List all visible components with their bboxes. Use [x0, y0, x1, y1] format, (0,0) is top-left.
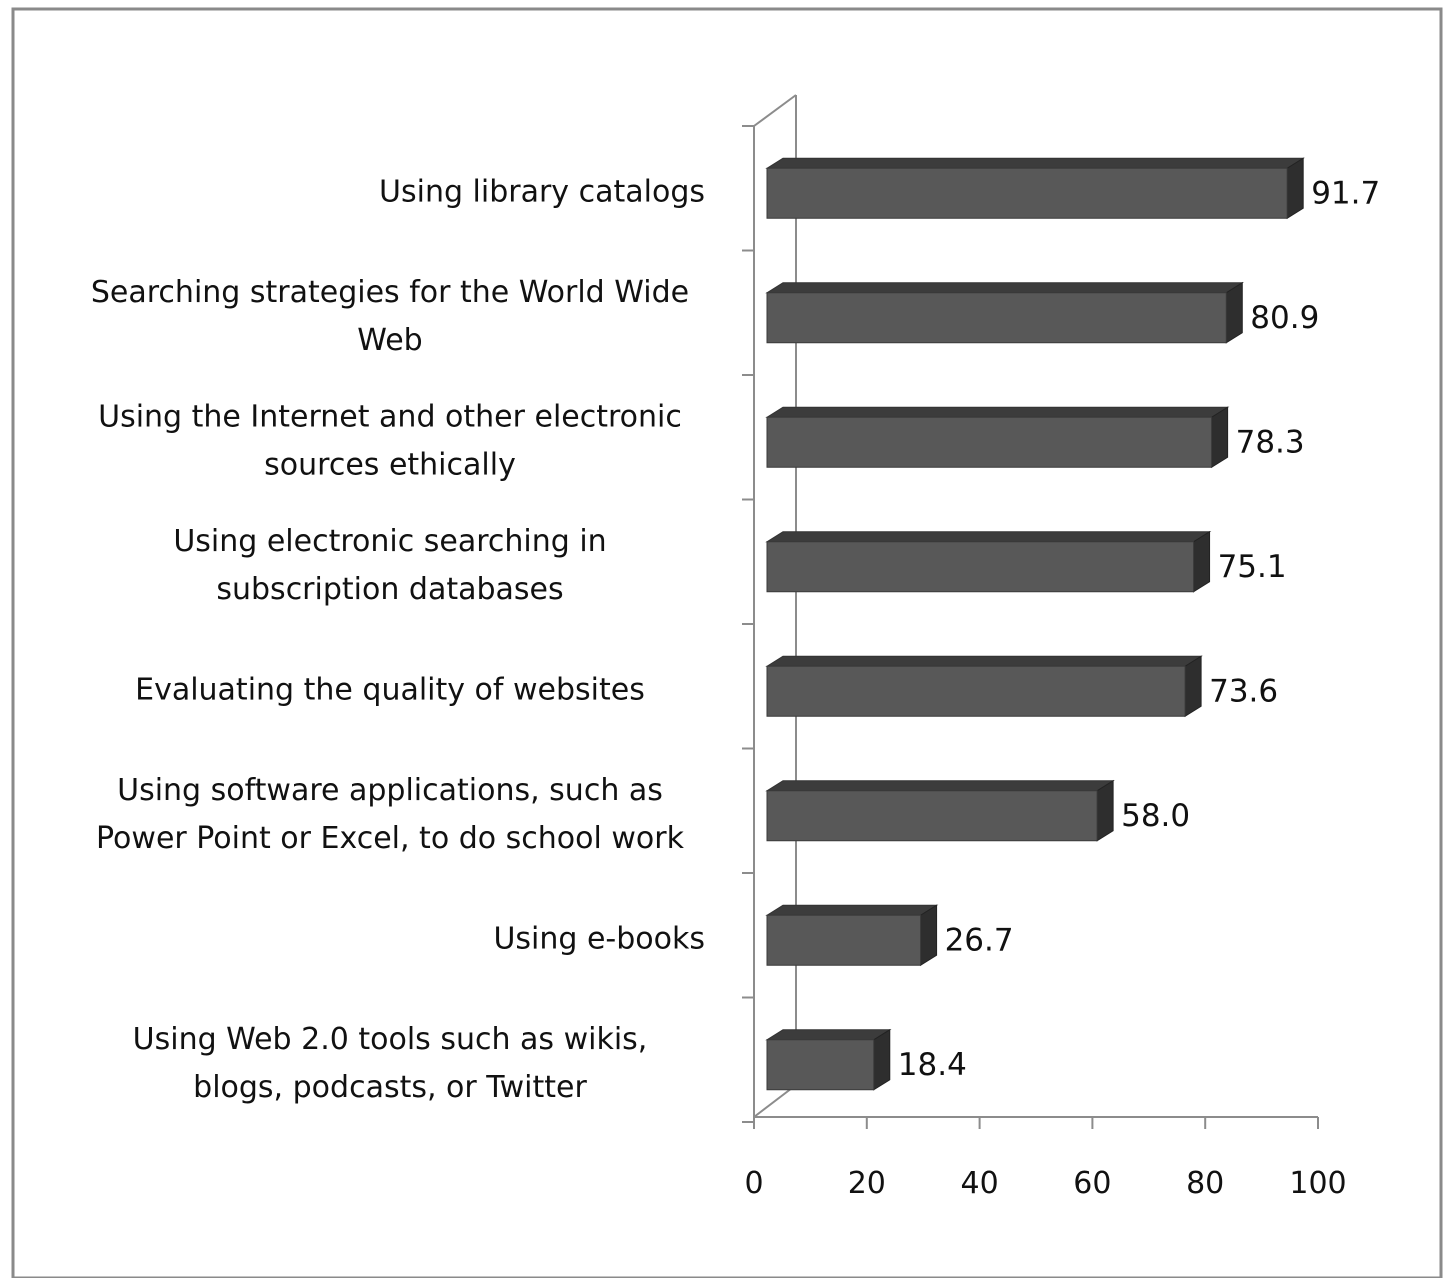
bar: [765, 157, 1305, 220]
x-tick-label: 0: [744, 1166, 763, 1201]
category-label: Using software applications, such as Powe…: [96, 773, 685, 856]
category-label: Evaluating the quality of websites: [135, 672, 645, 707]
value-labels: 91.7 80.9 78.3 75.1 73.6 58.0 26.7 18.4: [898, 175, 1380, 1083]
x-tick-label: 100: [1289, 1166, 1346, 1201]
bar-top-face: [765, 904, 939, 916]
chart-border: [11, 7, 1443, 1278]
bar-side-face: [1225, 281, 1243, 344]
bar: [765, 779, 1115, 842]
bar-front-face: [766, 541, 1195, 593]
bar-top-face: [765, 1029, 892, 1041]
bar-front-face: [766, 665, 1186, 717]
bar-front-face: [766, 292, 1227, 344]
bar-front-face: [766, 914, 922, 966]
value-label: 80.9: [1250, 300, 1319, 336]
bar-top-face: [765, 780, 1115, 792]
category-label: Using the Internet and other electronic s…: [98, 399, 682, 482]
category-label: Using e-books: [493, 921, 705, 956]
category-labels: Using library catalogs Searching strategi…: [91, 174, 705, 1105]
bar: [765, 1028, 892, 1091]
bar: [765, 655, 1203, 718]
category-label: Searching strategies for the World Wide W…: [91, 275, 689, 358]
bar-front-face: [766, 416, 1213, 468]
category-label: Using electronic searching in subscriptio…: [173, 524, 606, 607]
wall-bottom-edge: [753, 1084, 797, 1118]
bar-side-face: [1286, 157, 1304, 220]
bar-side-face: [1184, 655, 1202, 718]
bars: [765, 157, 1305, 1091]
x-axis: 0 20 40 60 80 100: [744, 1116, 1347, 1201]
x-tick-label: 80: [1186, 1166, 1224, 1201]
value-label: 58.0: [1121, 798, 1190, 834]
bar-top-face: [765, 406, 1230, 418]
bar: [765, 281, 1245, 344]
bar-top-face: [765, 531, 1212, 543]
bar-top-face: [765, 282, 1245, 294]
x-tick-label: 60: [1073, 1166, 1111, 1201]
value-label: 78.3: [1236, 424, 1305, 460]
bar-front-face: [766, 1039, 875, 1091]
bar-front-face: [766, 167, 1288, 219]
bar-side-face: [1096, 779, 1114, 842]
value-label: 91.7: [1311, 175, 1380, 211]
wall-top-edge: [753, 94, 797, 127]
bar-top-face: [765, 157, 1305, 169]
value-label: 73.6: [1209, 673, 1278, 709]
bar-side-face: [873, 1028, 891, 1091]
x-tick-label: 40: [961, 1166, 999, 1201]
bar: [765, 530, 1212, 593]
bar-side-face: [1211, 406, 1229, 469]
value-label: 26.7: [945, 922, 1014, 958]
bar-top-face: [765, 655, 1203, 667]
bar: [765, 904, 939, 967]
bar-front-face: [766, 790, 1098, 842]
bar: [765, 406, 1230, 469]
bar-side-face: [920, 904, 938, 967]
x-tick-label: 20: [848, 1166, 886, 1201]
value-label: 75.1: [1218, 549, 1287, 585]
bar-side-face: [1193, 530, 1211, 593]
value-label: 18.4: [898, 1047, 967, 1083]
category-label: Using Web 2.0 tools such as wikis, blogs,…: [133, 1022, 648, 1105]
category-label: Using library catalogs: [379, 174, 705, 209]
